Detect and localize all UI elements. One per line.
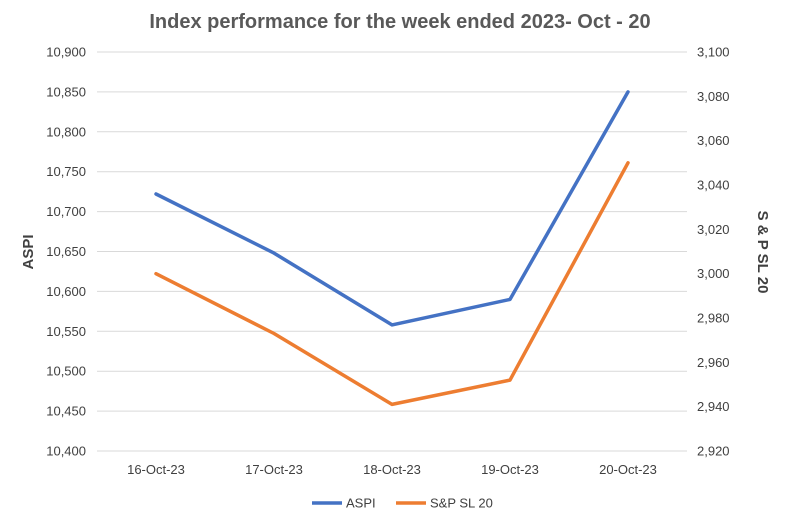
legend-label-1: S&P SL 20 xyxy=(430,496,493,511)
left-tick-label: 10,600 xyxy=(46,284,86,299)
right-tick-label: 2,980 xyxy=(697,311,730,326)
left-tick-label: 10,400 xyxy=(46,444,86,459)
left-tick-label: 10,700 xyxy=(46,204,86,219)
series-line-1 xyxy=(154,161,630,407)
right-tick-label: 2,920 xyxy=(697,444,730,459)
legend-label-0: ASPI xyxy=(346,496,376,511)
left-tick-label: 10,450 xyxy=(46,404,86,419)
right-tick-label: 3,060 xyxy=(697,133,730,148)
x-axis-ticks: 16-Oct-23 17-Oct-23 18-Oct-23 19-Oct-23 20-O… xyxy=(127,462,657,477)
left-tick-label: 10,500 xyxy=(46,364,86,379)
left-tick-label: 10,850 xyxy=(46,84,86,99)
right-tick-label: 3,100 xyxy=(697,45,730,60)
x-tick-label: 19-Oct-23 xyxy=(481,462,539,477)
left-axis-ticks: 10,400 10,450 10,500 10,550 10,600 10,650 10,7… xyxy=(46,45,86,459)
chart-title: Index performance for the week ended 202… xyxy=(149,11,650,33)
left-tick-label: 10,550 xyxy=(46,324,86,339)
left-axis-title: ASPI xyxy=(20,234,37,269)
x-tick-label: 17-Oct-23 xyxy=(245,462,303,477)
right-tick-label: 3,020 xyxy=(697,222,730,237)
x-tick-label: 18-Oct-23 xyxy=(363,462,421,477)
right-tick-label: 3,080 xyxy=(697,89,730,104)
right-tick-label: 3,000 xyxy=(697,266,730,281)
right-tick-label: 2,960 xyxy=(697,355,730,370)
left-tick-label: 10,650 xyxy=(46,244,86,259)
series-line-0 xyxy=(154,90,630,327)
right-axis-title: S & P SL 20 xyxy=(754,211,771,294)
right-tick-label: 3,040 xyxy=(697,178,730,193)
x-tick-label: 16-Oct-23 xyxy=(127,462,185,477)
gridlines xyxy=(97,51,687,452)
right-tick-label: 2,940 xyxy=(697,399,730,414)
x-tick-label: 20-Oct-23 xyxy=(599,462,657,477)
series-lines xyxy=(154,90,630,407)
right-axis-ticks: 2,920 2,940 2,960 2,980 3,000 3,020 3,040 3,060… xyxy=(697,45,730,459)
left-tick-label: 10,900 xyxy=(46,45,86,60)
legend: ASPI S&P SL 20 xyxy=(312,496,493,511)
left-tick-label: 10,750 xyxy=(46,164,86,179)
left-tick-label: 10,800 xyxy=(46,124,86,139)
